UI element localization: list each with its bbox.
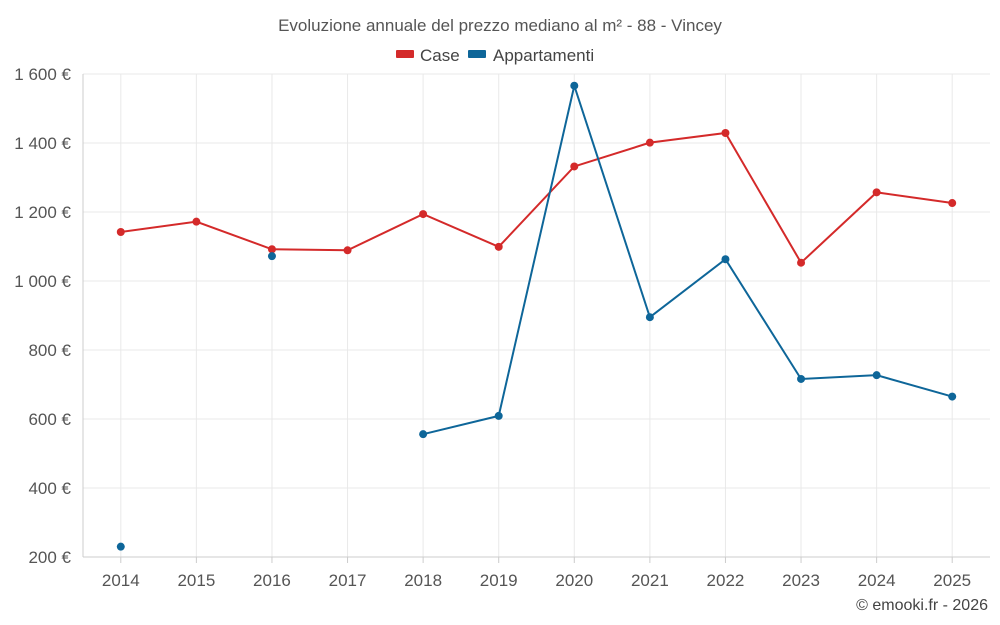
legend: Case Appartamenti: [396, 46, 594, 65]
data-point-case[interactable]: [721, 128, 730, 137]
x-tick-label: 2016: [253, 571, 291, 590]
legend-swatch-case: [396, 50, 414, 58]
credit-text: © emooki.fr - 2026: [856, 597, 988, 614]
y-tick-label: 1 000 €: [14, 272, 71, 291]
legend-item-case[interactable]: Case: [396, 46, 460, 65]
y-tick-label: 1 400 €: [14, 134, 71, 153]
legend-label-appartamenti: Appartamenti: [493, 46, 594, 65]
data-point-appartamenti[interactable]: [872, 371, 881, 380]
data-point-case[interactable]: [645, 138, 654, 147]
data-point-case[interactable]: [570, 162, 579, 171]
grid: [83, 73, 990, 557]
series-line-appartamenti: [422, 81, 953, 436]
legend-item-appartamenti[interactable]: Appartamenti: [468, 46, 594, 65]
series-case: [116, 128, 957, 267]
x-tick-label: 2018: [404, 571, 442, 590]
series: [116, 81, 957, 551]
x-tick-label: 2020: [555, 571, 593, 590]
data-point-case[interactable]: [192, 217, 201, 226]
x-axis: 2014 2015 2016 2017 2018 2019 2020 2021 2022 2023…: [83, 556, 990, 590]
x-tick-label: 2014: [102, 571, 140, 590]
y-tick-label: 600 €: [28, 410, 71, 429]
series-appartamenti: [116, 81, 957, 551]
x-tick-label: 2017: [329, 571, 367, 590]
data-point-appartamenti[interactable]: [116, 542, 125, 551]
x-tick-label: 2022: [707, 571, 745, 590]
data-point-case[interactable]: [494, 242, 503, 251]
series-line-case: [120, 131, 953, 265]
data-point-appartamenti[interactable]: [267, 252, 276, 261]
data-point-case[interactable]: [872, 188, 881, 197]
y-axis: 200 € 400 € 600 € 800 € 1 000 € 1 200 € 1 400 …: [14, 65, 84, 567]
x-tick-label: 2019: [480, 571, 518, 590]
data-point-appartamenti[interactable]: [797, 374, 806, 383]
legend-label-case: Case: [420, 46, 460, 65]
data-point-appartamenti[interactable]: [570, 81, 579, 90]
data-point-case[interactable]: [419, 210, 428, 219]
y-tick-label: 200 €: [28, 548, 71, 567]
y-tick-label: 800 €: [28, 341, 71, 360]
data-point-case[interactable]: [797, 258, 806, 267]
data-point-case[interactable]: [343, 246, 352, 255]
data-point-appartamenti[interactable]: [721, 255, 730, 264]
legend-swatch-appartamenti: [468, 50, 486, 58]
data-point-case[interactable]: [267, 245, 276, 254]
x-tick-label: 2023: [782, 571, 820, 590]
y-tick-label: 1 600 €: [14, 65, 71, 84]
data-point-appartamenti[interactable]: [494, 411, 503, 420]
x-tick-label: 2015: [177, 571, 215, 590]
y-tick-label: 400 €: [28, 479, 71, 498]
y-tick-label: 1 200 €: [14, 203, 71, 222]
data-point-case[interactable]: [116, 228, 125, 237]
data-point-appartamenti[interactable]: [419, 430, 428, 439]
chart-title: Evoluzione annuale del prezzo mediano al…: [278, 16, 722, 35]
data-point-appartamenti[interactable]: [645, 313, 654, 322]
x-tick-label: 2021: [631, 571, 669, 590]
x-tick-label: 2025: [933, 571, 971, 590]
data-point-appartamenti[interactable]: [948, 392, 957, 401]
data-point-case[interactable]: [948, 199, 957, 208]
x-tick-label: 2024: [858, 571, 896, 590]
